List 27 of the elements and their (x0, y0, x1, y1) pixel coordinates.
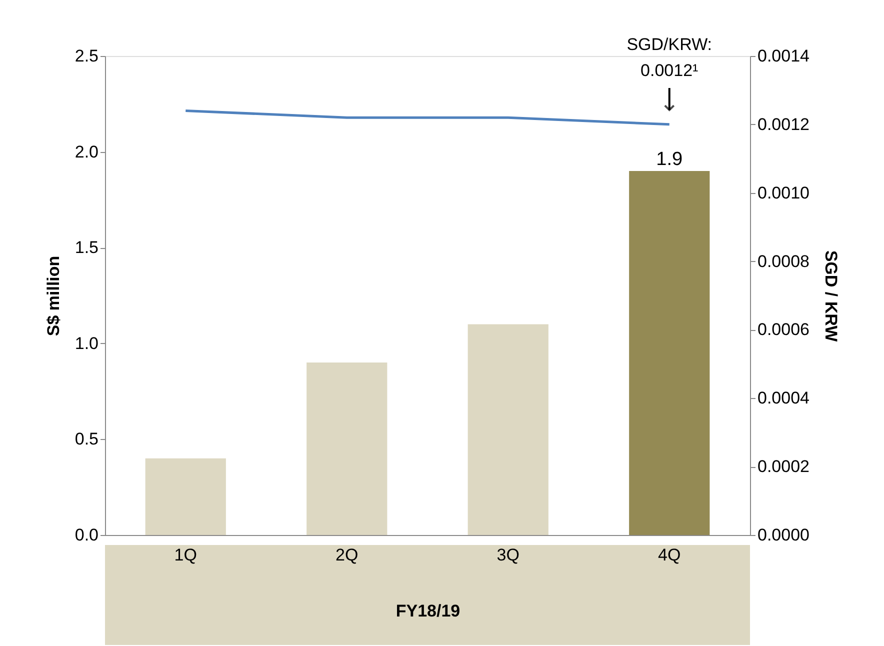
x-tick-label: 3Q (496, 546, 520, 564)
data-label: 1.9 (656, 148, 683, 170)
bar (629, 170, 710, 535)
y2-tick-label: 0.0014 (758, 46, 810, 66)
y2-tick-label: 0.0008 (758, 252, 810, 271)
x-tick-label: 2Q (336, 546, 358, 564)
y2-axis-title: SGD / KRW (821, 250, 840, 343)
y-axis-title: S$ million (44, 256, 63, 336)
y2-tick-label: 0.0004 (758, 388, 810, 408)
y2-tick-label: 0.0000 (758, 526, 810, 544)
y2-tick-label: 0.0006 (758, 320, 810, 340)
y-tick-label: 2.0 (74, 142, 98, 162)
x-tick-label: 1Q (174, 546, 197, 564)
annotation: SGD/KRW: 0.0012¹ (626, 35, 712, 80)
y-tick-label: 0.5 (74, 430, 98, 449)
x-axis-title: FY18/19 (396, 602, 460, 620)
y-tick-label: 1.5 (74, 238, 98, 258)
y2-tick-label: 0.0012 (758, 114, 810, 134)
y2-tick-label: 0.0010 (758, 183, 810, 202)
y-tick-label: 2.5 (74, 46, 98, 66)
bar (306, 362, 388, 535)
y-tick-label: 0.0 (74, 526, 98, 544)
bar (468, 324, 548, 535)
y-tick-label: 1.0 (74, 334, 98, 353)
y2-tick-label: 0.0002 (758, 457, 810, 476)
bar (145, 458, 226, 535)
x-tick-label: 4Q (658, 546, 681, 564)
